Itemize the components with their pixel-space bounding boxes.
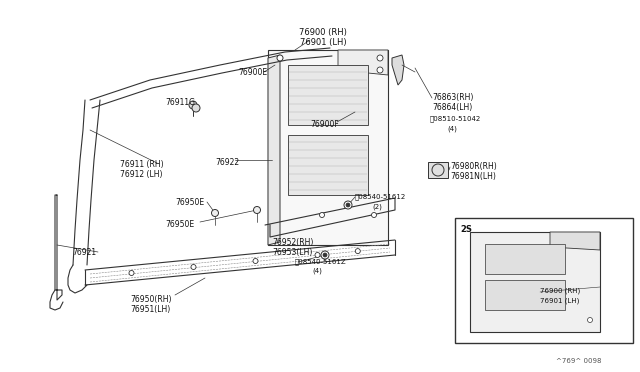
Text: 76921: 76921 [72, 248, 96, 257]
Text: Ⓢ08510-51042: Ⓢ08510-51042 [430, 115, 481, 122]
Circle shape [211, 209, 218, 217]
Text: (2): (2) [372, 203, 382, 209]
Circle shape [321, 251, 329, 259]
Bar [428, 162, 448, 178]
Circle shape [253, 206, 260, 214]
Text: 76950(RH): 76950(RH) [130, 295, 172, 304]
Polygon shape [485, 244, 565, 274]
Text: (4): (4) [447, 125, 457, 131]
Circle shape [277, 55, 283, 61]
Text: Ⓢ08540-51612: Ⓢ08540-51612 [355, 193, 406, 200]
Circle shape [346, 203, 350, 207]
Circle shape [253, 259, 258, 263]
Polygon shape [268, 55, 280, 245]
Circle shape [588, 317, 593, 323]
Text: 76922: 76922 [215, 158, 239, 167]
Polygon shape [288, 65, 368, 125]
Circle shape [323, 253, 327, 257]
Text: ^769^ 0098: ^769^ 0098 [556, 358, 602, 364]
Text: 76911 (RH): 76911 (RH) [120, 160, 164, 169]
Text: 76912 (LH): 76912 (LH) [120, 170, 163, 179]
Text: (4): (4) [312, 268, 322, 275]
Text: 76900 (RH): 76900 (RH) [540, 288, 580, 295]
Circle shape [432, 164, 444, 176]
Text: 76863(RH): 76863(RH) [432, 93, 474, 102]
Polygon shape [485, 280, 565, 310]
Text: 76901 (LH): 76901 (LH) [540, 298, 579, 305]
Text: 76900 (RH): 76900 (RH) [299, 28, 347, 37]
Text: 76900F: 76900F [310, 120, 339, 129]
Text: 76950E: 76950E [175, 198, 204, 207]
Polygon shape [470, 232, 600, 332]
Text: 76901 (LH): 76901 (LH) [300, 38, 346, 47]
Circle shape [129, 270, 134, 276]
Circle shape [189, 101, 197, 109]
Circle shape [192, 104, 200, 112]
Text: 76981N(LH): 76981N(LH) [450, 172, 496, 181]
Polygon shape [268, 50, 388, 245]
Text: 76864(LH): 76864(LH) [432, 103, 472, 112]
Polygon shape [338, 50, 388, 75]
Circle shape [355, 248, 360, 254]
Polygon shape [550, 232, 600, 250]
Circle shape [377, 67, 383, 73]
Bar [455, 218, 633, 343]
Circle shape [377, 55, 383, 61]
Circle shape [319, 212, 324, 218]
Circle shape [191, 264, 196, 269]
Text: 2S: 2S [460, 225, 472, 234]
Text: Ⓢ08540-5161Z: Ⓢ08540-5161Z [295, 258, 347, 264]
Text: 76900E: 76900E [238, 68, 267, 77]
Polygon shape [288, 135, 368, 195]
Circle shape [344, 201, 352, 209]
Text: 76950E: 76950E [165, 220, 194, 229]
Text: 76980R(RH): 76980R(RH) [450, 162, 497, 171]
Circle shape [315, 253, 320, 257]
Polygon shape [392, 55, 404, 85]
Text: 76952(RH): 76952(RH) [272, 238, 314, 247]
Circle shape [371, 212, 376, 218]
Text: 76911G: 76911G [165, 98, 195, 107]
Text: 76953(LH): 76953(LH) [272, 248, 312, 257]
Text: 76951(LH): 76951(LH) [130, 305, 170, 314]
